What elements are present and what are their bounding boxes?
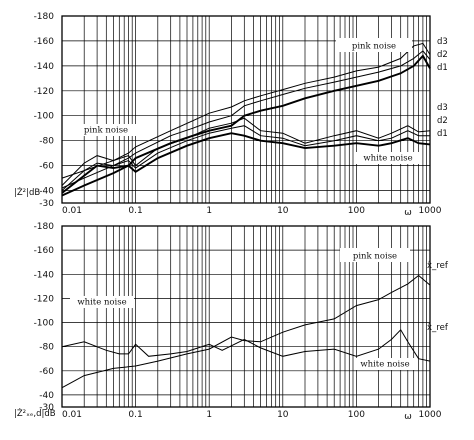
x-tick-label: 10 [277,410,289,420]
series-line-pink-noise-2 [61,54,431,197]
y-tick-label: -40 [39,391,54,401]
annotation-box [336,38,412,52]
y-tick-label: -160 [34,246,55,256]
x-tick-label: 0.01 [62,206,82,216]
x-tick-label: 100 [348,206,365,216]
series-end-label: d1 [437,129,448,139]
y-tick-label: -60 [39,162,54,172]
y-tick-label: -180 [34,222,55,232]
series-end-label: x̂_ref [427,260,449,271]
y-tick-label: -120 [34,87,55,97]
y-tick-label: -80 [39,343,54,353]
x-tick-label: 0.01 [62,410,82,420]
series-line-white-noise-1 [61,328,431,362]
series-line-white-noise-5 [61,132,431,194]
series-line-white-noise-4 [61,125,430,191]
top-panel: pink noise pink noise white noise -180 -160 -… [14,12,448,218]
x-tick-label: 10 [277,206,289,216]
annotation-box [76,124,136,136]
annotation-box [70,296,134,308]
series-line-white-noise-3 [61,117,431,186]
series-end-label: d2 [437,50,448,60]
series-end-label: d3 [437,103,448,113]
x-axis-label: ω [404,412,412,422]
y-tick-label: -100 [34,112,55,122]
y-tick-label: -160 [34,37,55,47]
series-end-label: d2 [437,116,448,126]
x-tick-label: 1 [206,410,212,420]
y-tick-label: -40 [39,187,54,197]
annotation-box [356,152,420,164]
annotation-label: white noise [77,298,126,308]
y-tick-label: -60 [39,367,54,377]
y-tick-label: -140 [34,62,55,72]
x-tick-label: 100 [348,410,365,420]
annotation-label: white noise [360,360,409,370]
annotation-label: pink noise [84,126,128,136]
series-end-label: d1 [437,63,448,73]
series-line-pink-noise-0 [61,42,431,179]
annotation-label: pink noise [353,252,397,262]
x-tick-label: 1000 [419,410,442,420]
y-tick-label: -140 [34,270,55,280]
x-tick-label: 1000 [419,206,442,216]
annotation-label: white noise [363,154,412,164]
plot-frame [61,15,431,204]
series-end-label: d3 [437,37,448,47]
annotation-label: pink noise [352,42,396,52]
y-tick-label: -80 [39,137,54,147]
y-axis-label: |Ż²|dB [14,187,40,198]
x-tick-label: 0.1 [128,410,142,420]
x-tick-label: 1 [206,206,212,216]
y-tick-label: -30 [39,199,54,209]
y-tick-label: -30 [39,403,54,413]
series-end-label: x̂_ref [427,322,449,333]
y-tick-label: -180 [34,12,55,22]
y-tick-label: -120 [34,294,55,304]
plot-frame [61,225,431,408]
annotation-box [354,358,416,370]
bottom-panel: pink noise white noise white noise -180 -160… [14,222,449,422]
series-line-pink-noise-0 [61,274,431,389]
x-axis-label: ω [404,208,412,218]
annotation-box [340,248,410,262]
y-tick-label: -100 [34,319,55,329]
x-tick-label: 0.1 [128,206,142,216]
y-axis-label: |Ż²ₓₑ,d|dB [14,408,56,419]
